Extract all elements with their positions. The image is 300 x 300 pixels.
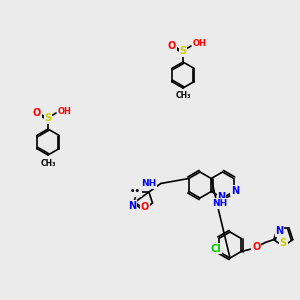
- Text: O: O: [252, 242, 260, 253]
- Text: Cl: Cl: [210, 244, 221, 254]
- Text: S: S: [179, 46, 187, 56]
- Text: NH: NH: [142, 179, 157, 188]
- Text: CH₃: CH₃: [40, 158, 56, 167]
- Text: OH: OH: [193, 40, 207, 49]
- Text: O: O: [168, 41, 176, 51]
- Text: NH: NH: [212, 199, 227, 208]
- Text: N: N: [275, 226, 284, 236]
- Text: N: N: [231, 185, 239, 196]
- Text: CH₃: CH₃: [175, 92, 191, 100]
- Text: OH: OH: [58, 106, 72, 116]
- Text: N: N: [218, 192, 226, 202]
- Text: S: S: [280, 238, 287, 248]
- Text: S: S: [44, 113, 52, 123]
- Text: O: O: [33, 108, 41, 118]
- Text: O: O: [141, 202, 149, 212]
- Text: N: N: [128, 201, 136, 211]
- Text: ••: ••: [130, 188, 141, 196]
